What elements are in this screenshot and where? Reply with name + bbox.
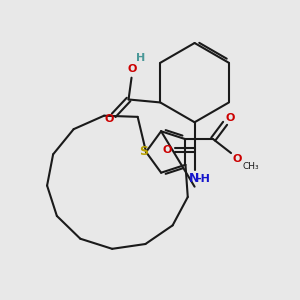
Text: O: O xyxy=(128,64,137,74)
Text: N: N xyxy=(188,172,199,185)
Text: O: O xyxy=(162,145,172,155)
Text: H: H xyxy=(136,53,145,63)
Text: CH₃: CH₃ xyxy=(242,162,259,171)
Text: S: S xyxy=(140,146,148,158)
Text: O: O xyxy=(104,114,113,124)
Text: -H: -H xyxy=(196,174,210,184)
Text: O: O xyxy=(225,113,235,123)
Text: O: O xyxy=(232,154,242,164)
